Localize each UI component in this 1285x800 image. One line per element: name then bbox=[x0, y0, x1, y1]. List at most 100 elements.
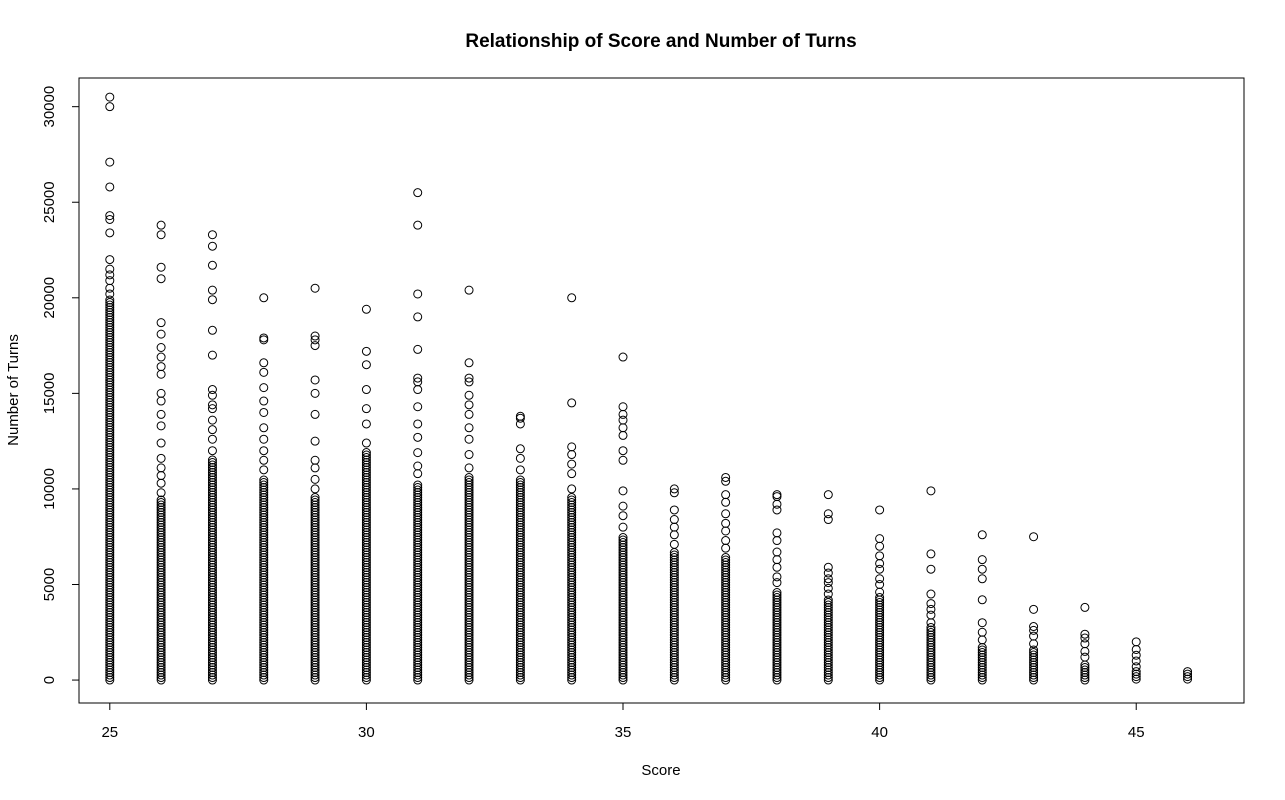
data-point bbox=[361, 450, 371, 460]
data-point bbox=[105, 270, 115, 280]
data-point bbox=[207, 325, 217, 335]
data-point bbox=[1029, 631, 1039, 641]
data-point bbox=[618, 352, 628, 362]
data-point bbox=[977, 618, 987, 628]
data-point bbox=[361, 448, 371, 458]
data-point bbox=[259, 465, 269, 475]
data-point bbox=[105, 289, 115, 299]
data-point bbox=[515, 480, 525, 490]
data-point bbox=[207, 390, 217, 400]
data-point bbox=[875, 574, 885, 584]
data-point bbox=[310, 436, 320, 446]
data-point bbox=[156, 495, 166, 505]
data-point bbox=[207, 230, 217, 240]
data-point bbox=[772, 578, 782, 588]
data-point bbox=[156, 220, 166, 230]
data-point bbox=[464, 475, 474, 485]
data-point bbox=[823, 578, 833, 588]
y-tick-label: 5000 bbox=[41, 568, 58, 601]
data-point bbox=[156, 362, 166, 372]
data-point bbox=[464, 358, 474, 368]
data-point bbox=[772, 490, 782, 500]
score-column-35 bbox=[618, 352, 628, 685]
data-point bbox=[207, 350, 217, 360]
data-point bbox=[361, 419, 371, 429]
data-point bbox=[823, 574, 833, 584]
data-point bbox=[977, 530, 987, 540]
score-column-31 bbox=[413, 188, 423, 685]
data-point bbox=[310, 484, 320, 494]
data-point bbox=[1029, 650, 1039, 660]
data-point bbox=[207, 295, 217, 305]
data-point bbox=[875, 505, 885, 515]
data-point bbox=[413, 402, 423, 412]
data-point bbox=[977, 595, 987, 605]
plot-frame bbox=[78, 77, 1245, 704]
data-point bbox=[1131, 667, 1141, 677]
data-point bbox=[259, 423, 269, 433]
y-tick-label: 0 bbox=[41, 676, 58, 684]
data-point bbox=[105, 102, 115, 112]
score-column-27 bbox=[207, 230, 217, 685]
data-point bbox=[361, 304, 371, 314]
data-point bbox=[618, 511, 628, 521]
data-point bbox=[772, 547, 782, 557]
data-point bbox=[977, 627, 987, 637]
score-column-41 bbox=[926, 486, 936, 685]
data-point bbox=[259, 434, 269, 444]
data-point bbox=[413, 344, 423, 354]
data-point bbox=[105, 276, 115, 286]
x-tick-label: 45 bbox=[1128, 724, 1145, 741]
data-point bbox=[105, 298, 115, 308]
data-point bbox=[772, 588, 782, 598]
data-point bbox=[618, 533, 628, 543]
y-tick-label: 15000 bbox=[41, 373, 58, 415]
data-point bbox=[618, 402, 628, 412]
data-point bbox=[823, 595, 833, 605]
data-point bbox=[207, 446, 217, 456]
data-point bbox=[721, 490, 731, 500]
data-point bbox=[413, 220, 423, 230]
data-point bbox=[156, 438, 166, 448]
data-point bbox=[823, 568, 833, 578]
data-point bbox=[105, 157, 115, 167]
data-point bbox=[618, 501, 628, 511]
data-point bbox=[515, 475, 525, 485]
data-point bbox=[105, 228, 115, 238]
score-column-30 bbox=[361, 304, 371, 685]
data-point bbox=[1131, 672, 1141, 682]
data-point bbox=[875, 598, 885, 608]
data-point bbox=[1080, 665, 1090, 675]
data-point bbox=[721, 553, 731, 563]
data-point bbox=[1080, 602, 1090, 612]
data-point bbox=[977, 645, 987, 655]
data-point bbox=[772, 593, 782, 603]
data-point bbox=[669, 505, 679, 515]
data-point bbox=[926, 623, 936, 633]
data-point bbox=[823, 583, 833, 593]
y-tick-label: 30000 bbox=[41, 86, 58, 128]
data-point bbox=[156, 262, 166, 272]
data-point bbox=[823, 490, 833, 500]
data-point bbox=[361, 404, 371, 414]
data-point bbox=[618, 415, 628, 425]
data-point bbox=[207, 434, 217, 444]
score-column-25 bbox=[105, 92, 115, 685]
score-column-43 bbox=[1029, 532, 1039, 685]
data-point bbox=[669, 484, 679, 494]
data-point bbox=[413, 373, 423, 383]
data-point bbox=[105, 214, 115, 224]
data-point bbox=[156, 488, 166, 498]
score-column-40 bbox=[875, 505, 885, 685]
data-point bbox=[977, 648, 987, 658]
data-point bbox=[567, 495, 577, 505]
data-point bbox=[823, 600, 833, 610]
data-point bbox=[310, 495, 320, 505]
data-point bbox=[515, 465, 525, 475]
data-point bbox=[310, 493, 320, 503]
data-point bbox=[567, 469, 577, 479]
data-point bbox=[823, 589, 833, 599]
y-tick-label: 25000 bbox=[41, 181, 58, 223]
